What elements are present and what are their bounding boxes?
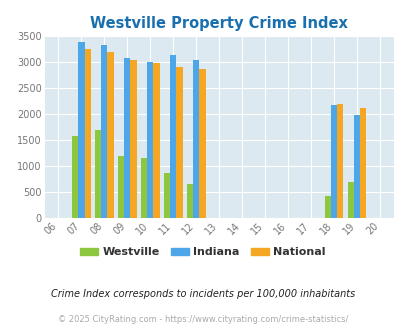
- Bar: [107, 52, 113, 218]
- Bar: [78, 42, 84, 218]
- Bar: [130, 60, 136, 218]
- Bar: [118, 155, 124, 218]
- Bar: [101, 45, 107, 218]
- Text: Crime Index corresponds to incidents per 100,000 inhabitants: Crime Index corresponds to incidents per…: [51, 289, 354, 299]
- Bar: [170, 55, 176, 218]
- Bar: [324, 195, 330, 218]
- Bar: [347, 182, 353, 218]
- Bar: [164, 173, 170, 218]
- Bar: [187, 183, 193, 218]
- Text: © 2025 CityRating.com - https://www.cityrating.com/crime-statistics/: © 2025 CityRating.com - https://www.city…: [58, 315, 347, 324]
- Bar: [95, 130, 101, 218]
- Bar: [153, 63, 159, 218]
- Bar: [84, 49, 90, 218]
- Bar: [199, 70, 205, 218]
- Bar: [124, 58, 130, 218]
- Legend: Westville, Indiana, National: Westville, Indiana, National: [76, 243, 329, 262]
- Bar: [72, 136, 78, 218]
- Bar: [337, 104, 343, 218]
- Bar: [176, 67, 182, 218]
- Bar: [330, 105, 337, 218]
- Bar: [147, 62, 153, 218]
- Bar: [359, 108, 365, 218]
- Title: Westville Property Crime Index: Westville Property Crime Index: [90, 16, 347, 31]
- Bar: [353, 115, 359, 218]
- Bar: [141, 158, 147, 218]
- Bar: [193, 60, 199, 218]
